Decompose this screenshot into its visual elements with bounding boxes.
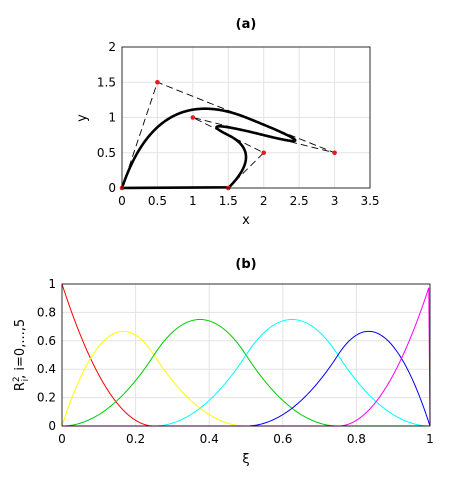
basis-functions (61, 283, 431, 427)
panel-a-x-tick-label: 1.5 (219, 194, 238, 208)
panel-a-y-tick-label: 1 (108, 111, 116, 125)
panel-b-y-label: R2i, i=0,...,5 (12, 319, 31, 391)
panel-b-title: (b) (235, 257, 256, 272)
panel-b-x-ticks: 0 0.2 0.4 0.6 0.8 1 (58, 432, 434, 446)
panel-a-y-tick-label: 0 (108, 181, 116, 195)
basis-function-2 (61, 319, 430, 427)
panel-b-y-tick-label: 0 (48, 419, 56, 433)
basis-function-5 (62, 287, 431, 427)
panel-b-y-tick-label: 0.6 (37, 334, 56, 348)
basis-function-3 (62, 319, 431, 427)
panel-b-y-label-suffix: , i=0,...,5 (13, 319, 28, 379)
panel-a-x-tick-label: 0.5 (148, 194, 167, 208)
panel-a-y-tick-label: 1.5 (97, 75, 116, 89)
control-point (261, 150, 267, 156)
panel-b-x-label: ξ (242, 452, 249, 467)
panel-b-x-tick-label: 0.6 (273, 432, 292, 446)
panel-a-y-label: y (75, 114, 90, 122)
panel-a-x-tick-label: 3 (331, 194, 339, 208)
panel-b-y-tick-label: 0.8 (37, 305, 56, 319)
panel-b-y-label-sub: i (21, 379, 31, 382)
panel-a-frame (121, 46, 371, 189)
panel-b-frame (61, 283, 431, 427)
panel-b-y-tick-label: 1 (48, 277, 56, 291)
control-point (332, 150, 337, 156)
panel-a-x-tick-label: 3.5 (360, 194, 379, 208)
panel-a-x-tick-label: 1 (189, 194, 197, 208)
basis-function-1 (61, 330, 430, 427)
panel-a-y-tick-label: 2 (108, 40, 116, 54)
panel-a-x-tick-label: 2.5 (290, 194, 309, 208)
nurbs-curve (120, 107, 297, 190)
control-point (155, 79, 160, 85)
panel-b-y-label-main: R (13, 382, 28, 391)
panel-a: (a) 0 0.5 1 1.5 2 2.5 3 3.5 0 0.5 1 1.5 2 x y (75, 17, 380, 228)
panel-b-y-tick-label: 0.2 (37, 391, 56, 405)
panel-a-title: (a) (236, 17, 257, 32)
panel-b-x-tick-label: 0.8 (347, 432, 366, 446)
panel-b: (b) 0 0.2 0.4 0.6 0.8 1 0 0.2 0.4 0.6 0.8 1 ξ R2i,… (12, 257, 434, 467)
panel-b-y-ticks: 0 0.2 0.4 0.6 0.8 1 (37, 277, 56, 433)
basis-function-4 (62, 330, 431, 427)
panel-b-x-tick-label: 0.2 (126, 432, 145, 446)
panel-a-x-tick-label: 2 (260, 194, 268, 208)
control-point (190, 115, 196, 120)
nurbs-curve-line (120, 107, 297, 190)
panel-b-x-tick-label: 1 (426, 432, 434, 446)
panel-b-x-tick-label: 0.4 (200, 432, 219, 446)
panel-a-x-tick-label: 0 (118, 194, 126, 208)
panel-b-y-label-sup: 2 (12, 376, 22, 382)
panel-b-y-tick-label: 0.4 (37, 362, 56, 376)
panel-b-x-tick-label: 0 (58, 432, 66, 446)
panel-a-y-ticks: 0 0.5 1 1.5 2 (97, 40, 116, 195)
panel-a-x-ticks: 0 0.5 1 1.5 2 2.5 3 3.5 (118, 194, 379, 208)
panel-a-x-label: x (242, 213, 250, 228)
panel-a-y-tick-label: 0.5 (97, 146, 116, 160)
